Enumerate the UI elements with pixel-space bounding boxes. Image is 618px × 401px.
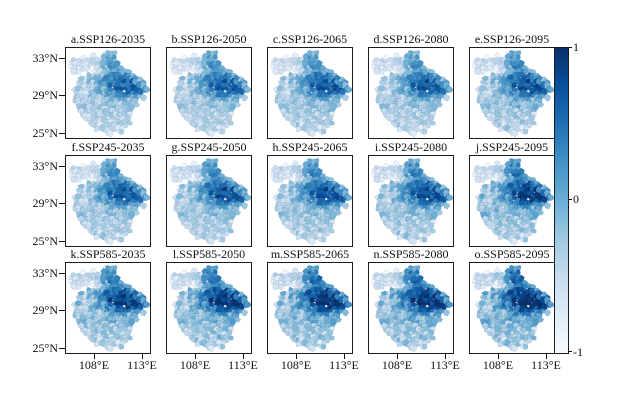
map-panel-n: n.SSP585-2080 xyxy=(368,247,454,354)
panel-title: o.SSP585-2095 xyxy=(474,247,550,261)
axis-tick xyxy=(568,199,572,200)
y-tick-label: 25°N xyxy=(32,341,58,355)
panel-title: d.SSP126-2080 xyxy=(373,32,449,46)
basin-choropleth-map xyxy=(166,47,252,139)
panel-title: n.SSP585-2080 xyxy=(373,247,449,261)
panel-title: a.SSP126-2035 xyxy=(70,32,146,46)
basin-choropleth-map xyxy=(267,155,353,247)
map-panel-c: c.SSP126-2065 xyxy=(267,32,353,139)
x-tick-label: 108°E xyxy=(78,358,110,372)
map-panel-j: j.SSP245-2095 xyxy=(469,140,555,247)
panel-title: c.SSP126-2065 xyxy=(272,32,348,46)
y-tick-label: 29°N xyxy=(32,196,58,210)
x-tick-label: 113°E xyxy=(531,358,561,372)
x-tick-label: 113°E xyxy=(127,358,157,372)
basin-choropleth-map xyxy=(267,262,353,354)
axis-tick xyxy=(59,57,65,59)
axis-tick xyxy=(295,354,297,359)
axis-tick xyxy=(343,354,345,359)
map-panel-m: m.SSP585-2065 xyxy=(267,247,353,354)
axis-tick xyxy=(59,240,65,242)
y-tick-label: 33°N xyxy=(32,159,58,173)
basin-choropleth-map xyxy=(65,47,151,139)
colorbar-tick-label-min: -1 xyxy=(573,345,583,359)
x-tick-label: 113°E xyxy=(228,358,258,372)
basin-choropleth-map xyxy=(166,155,252,247)
axis-tick xyxy=(59,132,65,134)
axis-tick xyxy=(242,354,244,359)
axis-tick xyxy=(396,354,398,359)
basin-choropleth-map xyxy=(469,155,555,247)
colorbar-tick-label-mid: 0 xyxy=(573,192,579,206)
panel-title: j.SSP245-2095 xyxy=(475,140,549,154)
panel-title: m.SSP585-2065 xyxy=(270,247,350,261)
axis-tick xyxy=(59,347,65,349)
x-tick-label: 108°E xyxy=(482,358,514,372)
map-panel-a: a.SSP126-2035 xyxy=(65,32,151,139)
y-tick-label: 25°N xyxy=(32,126,58,140)
axis-tick xyxy=(545,354,547,359)
axis-tick xyxy=(59,272,65,274)
basin-choropleth-map xyxy=(65,262,151,354)
x-tick-label: 113°E xyxy=(430,358,460,372)
map-panel-b: b.SSP126-2050 xyxy=(166,32,252,139)
colorbar-tick-label-max: 1 xyxy=(573,40,579,54)
panel-title: b.SSP126-2050 xyxy=(171,32,247,46)
panel-title: g.SSP245-2050 xyxy=(171,140,247,154)
panel-title: h.SSP245-2065 xyxy=(272,140,348,154)
basin-choropleth-map xyxy=(166,262,252,354)
basin-choropleth-map xyxy=(368,155,454,247)
basin-choropleth-map xyxy=(65,155,151,247)
x-tick-label: 108°E xyxy=(280,358,312,372)
map-panel-f: f.SSP245-2035 xyxy=(65,140,151,247)
axis-tick xyxy=(59,203,65,204)
axis-tick xyxy=(141,354,143,359)
basin-choropleth-map xyxy=(469,47,555,139)
basin-choropleth-map xyxy=(267,47,353,139)
y-tick-label: 25°N xyxy=(32,234,58,248)
basin-choropleth-map xyxy=(368,262,454,354)
map-panel-l: l.SSP585-2050 xyxy=(166,247,252,354)
axis-tick xyxy=(59,310,65,311)
map-panel-e: e.SSP126-2095 xyxy=(469,32,555,139)
x-tick-label: 108°E xyxy=(179,358,211,372)
axis-tick xyxy=(444,354,446,359)
axis-tick xyxy=(568,351,572,352)
map-panel-k: k.SSP585-2035 xyxy=(65,247,151,354)
y-tick-label: 33°N xyxy=(32,51,58,65)
panel-title: e.SSP126-2095 xyxy=(474,32,550,46)
map-panel-h: h.SSP245-2065 xyxy=(267,140,353,247)
axis-tick xyxy=(59,165,65,167)
x-tick-label: 113°E xyxy=(329,358,359,372)
y-tick-label: 29°N xyxy=(32,88,58,102)
axis-tick xyxy=(568,47,572,48)
map-panel-o: o.SSP585-2095 xyxy=(469,247,555,354)
panel-title: i.SSP245-2080 xyxy=(374,140,448,154)
axis-tick xyxy=(497,354,499,359)
panel-title: k.SSP585-2035 xyxy=(70,247,146,261)
map-panel-d: d.SSP126-2080 xyxy=(368,32,454,139)
colorbar xyxy=(554,47,569,354)
y-tick-label: 33°N xyxy=(32,266,58,280)
map-panel-g: g.SSP245-2050 xyxy=(166,140,252,247)
basin-choropleth-map xyxy=(368,47,454,139)
axis-tick xyxy=(59,95,65,96)
axis-tick xyxy=(194,354,196,359)
y-tick-label: 29°N xyxy=(32,303,58,317)
panel-title: f.SSP245-2035 xyxy=(71,140,145,154)
x-tick-label: 108°E xyxy=(381,358,413,372)
map-panel-i: i.SSP245-2080 xyxy=(368,140,454,247)
basin-choropleth-map xyxy=(469,262,555,354)
panel-title: l.SSP585-2050 xyxy=(172,247,246,261)
axis-tick xyxy=(93,354,95,359)
